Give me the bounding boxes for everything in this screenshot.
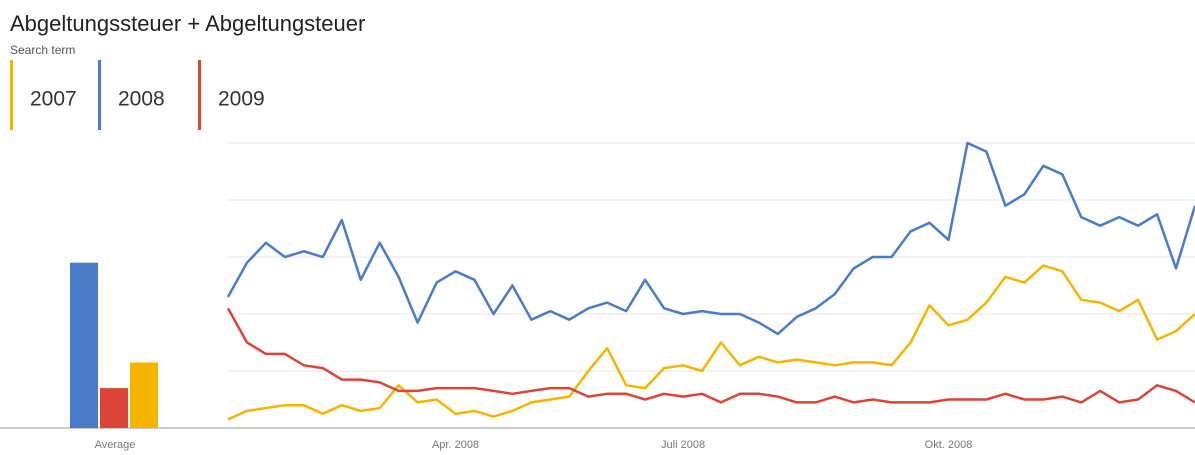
legend-swatch xyxy=(10,60,13,130)
legend-swatch xyxy=(198,60,201,130)
x-tick-label: Okt. 2008 xyxy=(925,439,973,451)
series-line xyxy=(227,264,1195,421)
series-line xyxy=(226,307,1195,404)
x-tick-label: Apr. 2008 xyxy=(432,439,479,451)
legend-label: 2008 xyxy=(118,88,165,111)
legend-label: 2009 xyxy=(218,88,265,111)
chart-title: Abgeltungssteuer + Abgeltungsteuer xyxy=(10,11,365,36)
average-bar xyxy=(70,262,98,428)
subtitle: Search term xyxy=(10,43,75,57)
series-line xyxy=(226,141,1195,336)
average-bar xyxy=(100,388,128,428)
legend-label: 2007 xyxy=(30,88,77,111)
legend-swatch xyxy=(98,60,101,130)
average-label: Average xyxy=(95,439,136,451)
x-tick-label: Juli 2008 xyxy=(661,439,705,451)
average-bar xyxy=(130,362,158,428)
